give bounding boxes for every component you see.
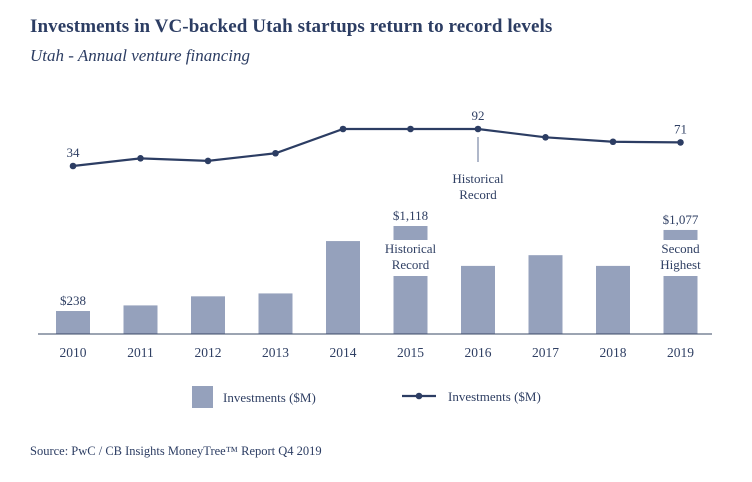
x-tick-2010: 2010 — [60, 345, 87, 360]
line-label-2010: 34 — [67, 145, 81, 160]
x-tick-2019: 2019 — [667, 345, 694, 360]
x-tick-labels: 2010 2011 2012 2013 2014 2015 2016 2017 2018 2019 — [60, 345, 695, 360]
bar-2014 — [326, 241, 360, 334]
bar-2018 — [596, 265, 630, 334]
x-tick-2015: 2015 — [397, 345, 424, 360]
line-point-2019 — [677, 139, 684, 146]
chart-subtitle: Utah - Annual venture financing — [30, 46, 251, 65]
line-point-2010 — [69, 162, 77, 170]
x-tick-2017: 2017 — [532, 345, 559, 360]
annotation-box-2019 — [648, 240, 713, 276]
bar-2017 — [528, 255, 563, 334]
legend-bar-swatch — [192, 386, 213, 408]
line-point-2018 — [609, 138, 617, 146]
annotations: HistoricalRecordHistoricalRecordSecondHi… — [378, 137, 713, 276]
data-labels: $238 $1,118 $1,077 34 92 71 — [60, 108, 699, 308]
bar-2011 — [123, 305, 158, 334]
legend-line-label: Investments ($M) — [448, 389, 541, 404]
bar-label-2010: $238 — [60, 293, 86, 308]
line-point-2013 — [272, 149, 279, 157]
x-tick-2013: 2013 — [262, 345, 289, 360]
line-points — [69, 125, 684, 170]
x-tick-2018: 2018 — [600, 345, 627, 360]
line-label-2016: 92 — [472, 108, 485, 123]
bar-2013 — [258, 293, 293, 334]
legend-line-marker — [415, 392, 423, 400]
annotation-2016-line0: Historical — [452, 171, 504, 186]
line-series-path — [72, 127, 681, 168]
bar-2010 — [56, 311, 90, 334]
annotation-2015-line0: Historical — [385, 241, 437, 256]
x-tick-2011: 2011 — [127, 345, 154, 360]
x-tick-2014: 2014 — [330, 345, 357, 360]
line-label-2019: 71 — [674, 121, 687, 136]
bar-2016 — [461, 265, 495, 334]
source-note: Source: PwC / CB Insights MoneyTree™ Rep… — [30, 444, 322, 458]
x-tick-2016: 2016 — [465, 345, 492, 360]
bar-label-2019: $1,077 — [663, 212, 699, 227]
legend-bar-label: Investments ($M) — [223, 390, 316, 405]
legend: Investments ($M) Investments ($M) — [192, 386, 541, 408]
line-point-2017 — [542, 133, 549, 141]
x-tick-2012: 2012 — [195, 345, 222, 360]
line-point-2014 — [339, 125, 347, 133]
bar-2012 — [191, 296, 225, 334]
annotation-box-2015 — [378, 240, 443, 276]
line-point-2011 — [137, 155, 144, 162]
annotation-2016-line1: Record — [459, 187, 497, 202]
bar-series — [56, 226, 698, 334]
annotation-2019-line1: Highest — [660, 257, 701, 272]
line-point-2012 — [204, 157, 212, 165]
line-point-2016 — [474, 125, 482, 133]
annotation-2019-line0: Second — [661, 241, 700, 256]
bar-label-2015: $1,118 — [393, 208, 428, 223]
chart-title: Investments in VC-backed Utah startups r… — [30, 16, 553, 37]
annotation-2015-line1: Record — [392, 257, 430, 272]
line-series — [72, 127, 681, 168]
line-point-2015 — [407, 125, 414, 133]
